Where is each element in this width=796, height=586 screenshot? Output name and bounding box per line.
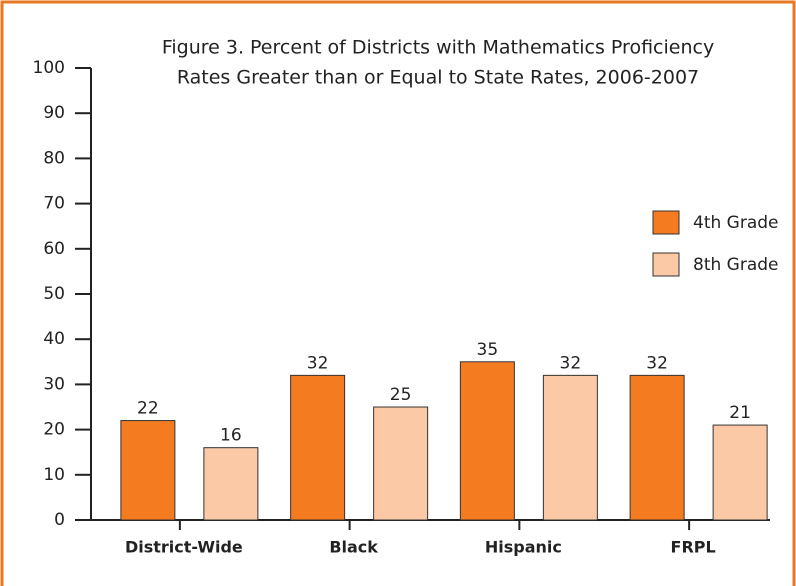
chart-title: Figure 3. Percent of Districts with Math… bbox=[162, 37, 714, 59]
legend-label: 4th Grade bbox=[693, 213, 779, 233]
x-tick-label: Hispanic bbox=[485, 538, 562, 557]
bar bbox=[373, 406, 429, 521]
y-tick-label: 20 bbox=[43, 420, 65, 440]
y-tick-label: 10 bbox=[43, 465, 65, 485]
bar bbox=[120, 420, 176, 521]
legend-label: 8th Grade bbox=[693, 255, 779, 275]
legend-swatch bbox=[652, 252, 680, 277]
bar bbox=[629, 374, 685, 521]
y-tick-label: 0 bbox=[54, 510, 65, 530]
y-tick-label: 30 bbox=[43, 374, 65, 394]
x-tick-label: Black bbox=[329, 538, 378, 557]
y-tick-label: 60 bbox=[43, 239, 65, 259]
bar bbox=[290, 374, 346, 521]
value-label: 22 bbox=[137, 399, 159, 419]
y-tick-label: 40 bbox=[43, 329, 65, 349]
x-tick-label: FRPL bbox=[671, 538, 716, 557]
y-tick-label: 80 bbox=[43, 148, 65, 168]
bar bbox=[459, 361, 515, 521]
y-tick-label: 70 bbox=[43, 194, 65, 214]
y-tick-label: 90 bbox=[43, 103, 65, 123]
x-tick-label: District-Wide bbox=[125, 538, 243, 557]
value-label: 32 bbox=[646, 353, 668, 373]
value-label: 32 bbox=[560, 353, 582, 373]
bar bbox=[712, 424, 768, 521]
value-label: 21 bbox=[729, 403, 751, 423]
bar bbox=[542, 374, 598, 521]
value-label: 16 bbox=[220, 426, 242, 446]
value-label: 32 bbox=[307, 353, 329, 373]
chart-title: Rates Greater than or Equal to State Rat… bbox=[177, 67, 699, 89]
value-label: 25 bbox=[390, 385, 412, 405]
value-label: 35 bbox=[477, 340, 499, 360]
bar bbox=[203, 447, 259, 521]
y-tick-label: 50 bbox=[43, 284, 65, 304]
y-tick-label: 100 bbox=[33, 58, 65, 78]
legend-swatch bbox=[652, 210, 680, 235]
